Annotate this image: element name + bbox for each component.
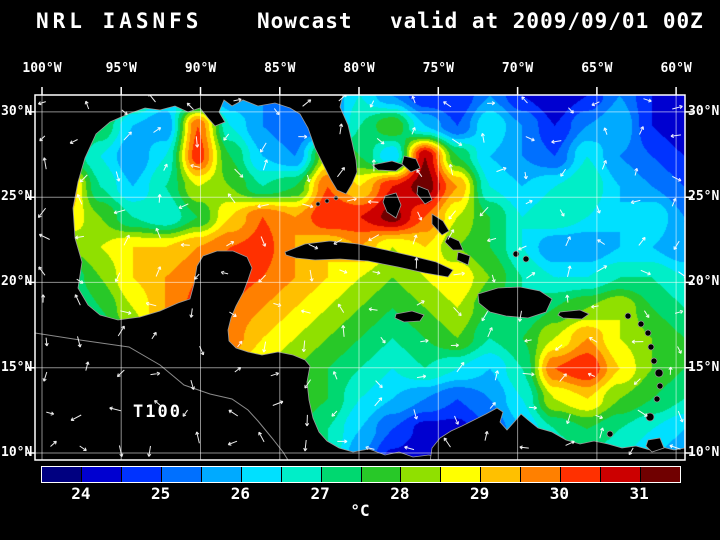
colorbar <box>41 466 681 483</box>
lon-label-85: 85°W <box>264 61 296 76</box>
land-hispaniola <box>477 286 553 319</box>
colorbar-label-25: 25 <box>150 484 171 503</box>
lat-label-right-25: 25°N <box>688 189 720 205</box>
lon-label-90: 90°W <box>184 61 217 76</box>
lat-label-left-25: 25°N <box>1 189 33 205</box>
land-trinidad <box>645 437 665 453</box>
colorbar-segment <box>601 467 641 482</box>
lon-label-75: 75°W <box>422 61 454 76</box>
lon-label-80: 80°W <box>343 61 375 76</box>
lat-label-right-10: 10°N <box>688 445 720 460</box>
land-bahamas-long-island <box>431 213 450 236</box>
colorbar-segment <box>81 467 121 482</box>
colorbar-segment <box>281 467 321 482</box>
island-dot <box>653 395 661 403</box>
island-dot <box>645 412 655 422</box>
land-north-america <box>35 95 445 460</box>
colorbar-segment <box>121 467 161 482</box>
field-depth-label: T100 <box>133 402 182 422</box>
lat-label-left-30: 30°N <box>1 103 33 119</box>
land-cuba <box>284 240 454 278</box>
colorbar-segment <box>641 467 680 482</box>
land-jamaica <box>394 310 425 323</box>
title-product: Nowcast <box>257 9 353 33</box>
lon-label-60: 60°W <box>660 61 692 76</box>
colorbar-label-29: 29 <box>469 484 490 503</box>
map-border <box>34 94 686 461</box>
colorbar-label-26: 26 <box>230 484 250 503</box>
colorbar-segment <box>241 467 281 482</box>
island-dot <box>654 368 664 378</box>
colorbar-segment <box>361 467 401 482</box>
land-puerto-rico <box>557 309 590 320</box>
lat-label-right-15: 15°N <box>688 359 720 375</box>
title-valid-time: valid at 2009/09/01 00Z <box>390 9 704 33</box>
island-dot <box>656 382 664 390</box>
land-bahamas-crooked <box>444 235 464 251</box>
land-bahamas-grand <box>371 160 405 172</box>
land-bahamas-eleuthera <box>416 185 433 205</box>
current-vector-arrows <box>37 95 685 457</box>
colorbar-segment <box>401 467 441 482</box>
lat-label-left-15: 15°N <box>1 359 33 375</box>
axis-ticks <box>27 87 693 454</box>
colorbar-label-31: 31 <box>629 484 649 503</box>
island-dot <box>650 357 658 365</box>
lon-label-95: 95°W <box>105 61 137 76</box>
colorbar-segment <box>561 467 601 482</box>
colorbar-segment <box>441 467 481 482</box>
island-dot <box>647 343 655 351</box>
colorbar-label-30: 30 <box>549 484 569 503</box>
colorbar-segment <box>521 467 561 482</box>
colorbar-label-28: 28 <box>390 484 410 503</box>
title-model: NRL IASNFS <box>36 9 203 33</box>
lat-label-left-20: 20°N <box>1 274 33 290</box>
colorbar-segment <box>161 467 201 482</box>
lat-label-right-30: 30°N <box>688 103 720 119</box>
colorbar-label-27: 27 <box>310 484 330 503</box>
colorbar-segment <box>201 467 241 482</box>
lat-label-right-20: 20°N <box>688 274 720 290</box>
island-dot <box>522 255 530 263</box>
lat-label-left-10: 10°N <box>1 445 33 460</box>
colorbar-segment <box>481 467 521 482</box>
lon-label-70: 70°W <box>501 61 534 76</box>
island-dot <box>624 312 632 320</box>
colorbar-segment <box>321 467 361 482</box>
island-dot <box>637 320 645 328</box>
island-dot <box>333 195 339 201</box>
island-dot <box>644 329 652 337</box>
land-bahamas-andros <box>382 192 402 219</box>
colorbar-unit-label: °C <box>350 501 370 520</box>
island-dot <box>606 430 614 438</box>
island-dot <box>324 198 330 204</box>
lon-label-100: 100°W <box>22 61 62 76</box>
island-dot <box>315 201 321 207</box>
colorbar-segment <box>42 467 81 482</box>
lon-label-65: 65°W <box>581 61 613 76</box>
colorbar-label-24: 24 <box>71 484 91 503</box>
land-bahamas-abaco <box>401 155 421 173</box>
land-great-inagua <box>456 251 471 266</box>
